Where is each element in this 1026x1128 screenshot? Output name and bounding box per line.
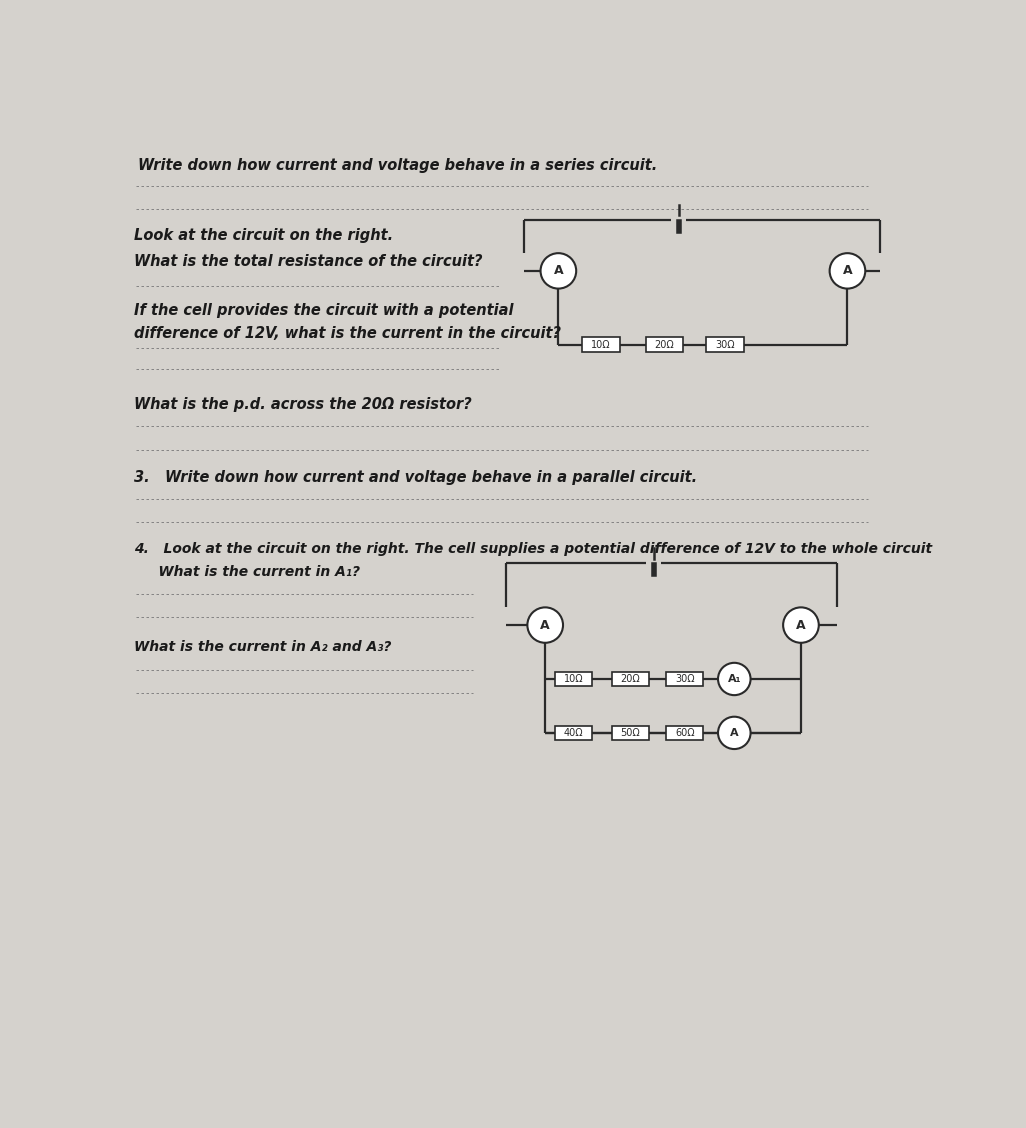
Text: difference of 12V, what is the current in the circuit?: difference of 12V, what is the current i… — [134, 326, 561, 342]
FancyBboxPatch shape — [611, 725, 649, 740]
Text: What is the current in A₁?: What is the current in A₁? — [134, 565, 360, 579]
Text: 10Ω: 10Ω — [564, 675, 584, 684]
FancyBboxPatch shape — [555, 671, 592, 686]
Text: A: A — [842, 264, 853, 277]
FancyBboxPatch shape — [646, 337, 683, 352]
Circle shape — [830, 253, 865, 289]
FancyBboxPatch shape — [611, 671, 649, 686]
Text: 60Ω: 60Ω — [675, 728, 695, 738]
Circle shape — [527, 607, 563, 643]
Circle shape — [541, 253, 577, 289]
Text: 30Ω: 30Ω — [715, 340, 735, 350]
Text: A₁: A₁ — [727, 675, 741, 684]
Text: A: A — [541, 618, 550, 632]
Text: If the cell provides the circuit with a potential: If the cell provides the circuit with a … — [134, 303, 514, 318]
Text: A: A — [729, 728, 739, 738]
FancyBboxPatch shape — [666, 671, 703, 686]
FancyBboxPatch shape — [666, 725, 703, 740]
FancyBboxPatch shape — [583, 337, 620, 352]
FancyBboxPatch shape — [706, 337, 744, 352]
FancyBboxPatch shape — [555, 725, 592, 740]
Text: A: A — [796, 618, 805, 632]
Text: 30Ω: 30Ω — [675, 675, 695, 684]
Text: What is the total resistance of the circuit?: What is the total resistance of the circ… — [134, 254, 483, 268]
Text: 4.   Look at the circuit on the right. The cell supplies a potential difference : 4. Look at the circuit on the right. The… — [134, 541, 933, 556]
Circle shape — [718, 716, 751, 749]
Text: 20Ω: 20Ω — [655, 340, 674, 350]
Text: 20Ω: 20Ω — [621, 675, 640, 684]
Text: 3.   Write down how current and voltage behave in a parallel circuit.: 3. Write down how current and voltage be… — [134, 469, 698, 485]
Text: A: A — [554, 264, 563, 277]
Circle shape — [783, 607, 819, 643]
Text: Look at the circuit on the right.: Look at the circuit on the right. — [134, 228, 394, 243]
Circle shape — [718, 663, 751, 695]
Text: What is the p.d. across the 20Ω resistor?: What is the p.d. across the 20Ω resistor… — [134, 397, 472, 412]
Text: What is the current in A₂ and A₃?: What is the current in A₂ and A₃? — [134, 641, 392, 654]
Text: 10Ω: 10Ω — [591, 340, 610, 350]
Text: 50Ω: 50Ω — [621, 728, 640, 738]
Text: 40Ω: 40Ω — [564, 728, 584, 738]
Text: Write down how current and voltage behave in a series circuit.: Write down how current and voltage behav… — [137, 158, 657, 174]
